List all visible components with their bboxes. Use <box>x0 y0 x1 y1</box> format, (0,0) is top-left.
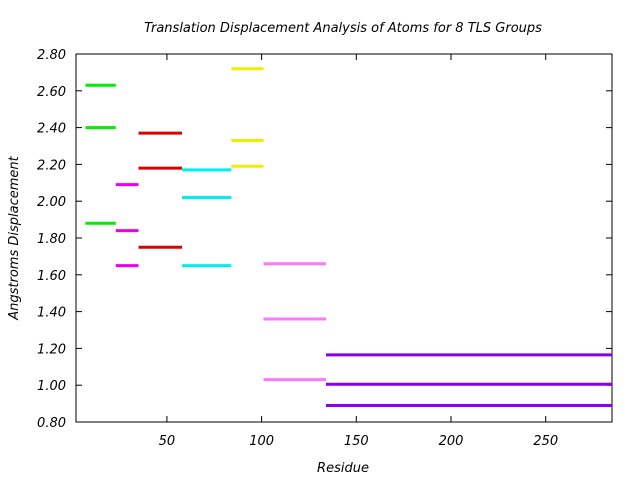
y-tick-label: 2.60 <box>37 85 66 100</box>
y-tick-label: 1.80 <box>37 232 66 247</box>
data-marks <box>85 67 612 407</box>
x-tick-label: 250 <box>533 434 558 449</box>
x-tick-label: 150 <box>344 434 369 449</box>
x-tick-label: 200 <box>439 434 464 449</box>
x-tick-label: 100 <box>249 434 274 449</box>
y-tick-label: 1.60 <box>37 269 66 284</box>
y-axis-label: Angstroms Displacement <box>7 155 22 320</box>
chart-title: Translation Displacement Analysis of Ato… <box>144 21 542 36</box>
x-tick-label: 50 <box>159 434 176 449</box>
y-tick-label: 2.80 <box>37 48 66 63</box>
y-tick-label: 1.00 <box>37 379 66 394</box>
y-tick-label: 0.80 <box>37 416 66 431</box>
plot-frame <box>75 53 613 423</box>
y-tick-label: 2.00 <box>37 195 66 210</box>
y-tick-label: 1.40 <box>37 306 66 321</box>
y-tick-label: 2.40 <box>37 122 66 137</box>
axis-ticks: 0.80 1.00 1.20 1.40 1.60 1.80 2.00 2.20 2.40 2.60… <box>37 48 612 449</box>
y-tick-label: 2.20 <box>37 158 66 173</box>
x-axis-label: Residue <box>317 461 369 476</box>
y-tick-label: 1.20 <box>37 342 66 357</box>
